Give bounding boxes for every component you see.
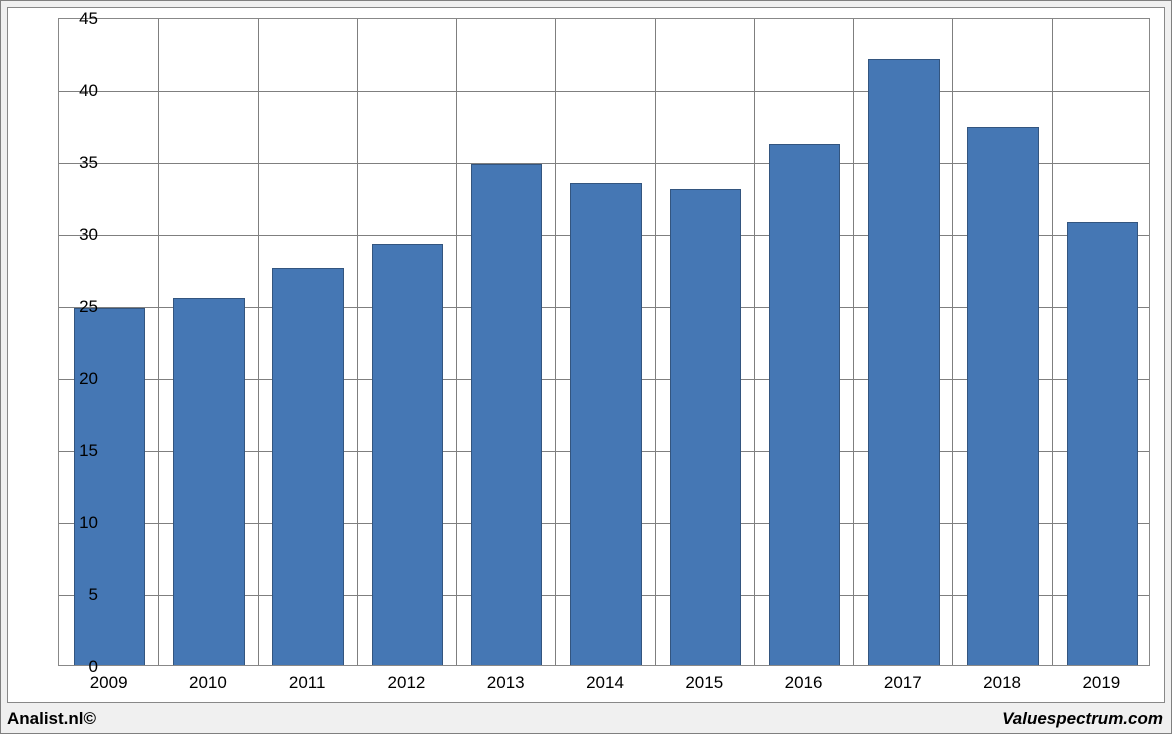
x-tick-label: 2018: [983, 673, 1021, 693]
y-tick-label: 40: [58, 81, 98, 101]
bar: [1067, 222, 1138, 665]
y-tick-label: 10: [58, 513, 98, 533]
footer-left-credit: Analist.nl©: [7, 709, 96, 729]
bar: [173, 298, 244, 665]
bar: [967, 127, 1038, 665]
grid-line-v: [357, 19, 358, 665]
chart-panel: 0510152025303540452009201020112012201320…: [7, 7, 1165, 703]
y-tick-label: 30: [58, 225, 98, 245]
x-tick-label: 2017: [884, 673, 922, 693]
x-tick-label: 2010: [189, 673, 227, 693]
y-tick-label: 35: [58, 153, 98, 173]
grid-line-v: [555, 19, 556, 665]
x-tick-label: 2015: [685, 673, 723, 693]
y-tick-label: 5: [58, 585, 98, 605]
bar: [670, 189, 741, 665]
x-tick-label: 2014: [586, 673, 624, 693]
x-tick-label: 2011: [289, 673, 326, 693]
grid-line-v: [456, 19, 457, 665]
bar: [769, 144, 840, 665]
bar: [868, 59, 939, 665]
y-tick-label: 15: [58, 441, 98, 461]
y-tick-label: 45: [58, 9, 98, 29]
grid-line-v: [258, 19, 259, 665]
plot-area: [58, 18, 1150, 666]
bar: [471, 164, 542, 665]
y-tick-label: 20: [58, 369, 98, 389]
grid-line-v: [952, 19, 953, 665]
x-tick-label: 2013: [487, 673, 525, 693]
bar: [74, 308, 145, 665]
x-tick-label: 2009: [90, 673, 128, 693]
grid-line-h: [59, 91, 1149, 92]
outer-frame: 0510152025303540452009201020112012201320…: [0, 0, 1172, 734]
y-tick-label: 25: [58, 297, 98, 317]
grid-line-v: [655, 19, 656, 665]
footer-right-credit: Valuespectrum.com: [1002, 709, 1163, 729]
grid-line-v: [158, 19, 159, 665]
x-tick-label: 2016: [785, 673, 823, 693]
bar: [272, 268, 343, 665]
x-tick-label: 2012: [388, 673, 426, 693]
grid-line-v: [1052, 19, 1053, 665]
grid-line-v: [754, 19, 755, 665]
bar: [570, 183, 641, 665]
bar: [372, 244, 443, 665]
grid-line-v: [853, 19, 854, 665]
x-tick-label: 2019: [1082, 673, 1120, 693]
